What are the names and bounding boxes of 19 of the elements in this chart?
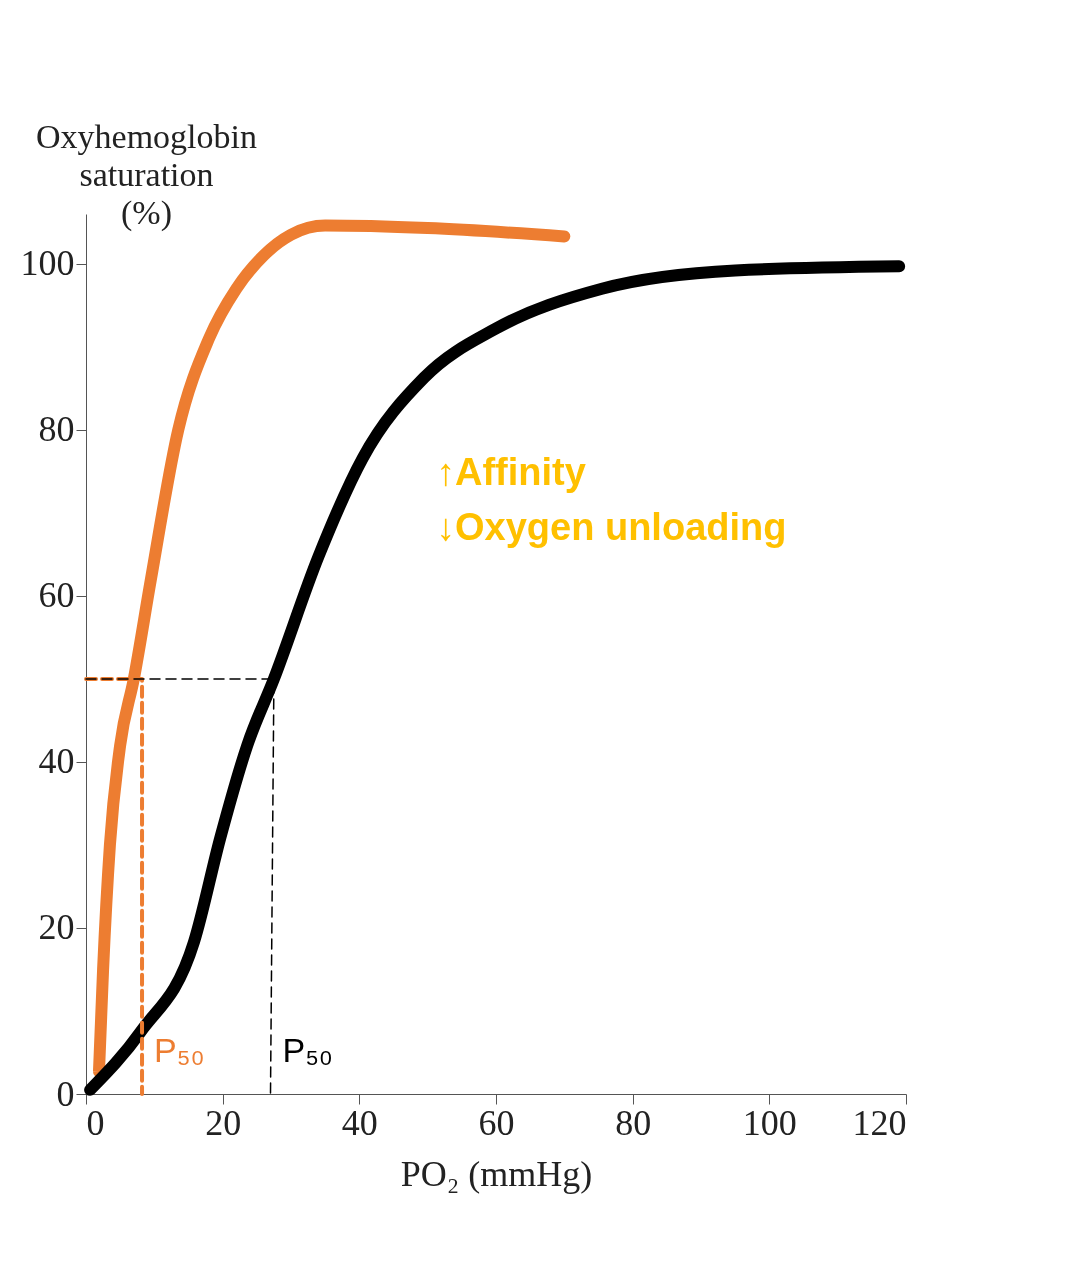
x-tick-label: 0	[86, 1102, 105, 1143]
x-tick-label: 80	[615, 1102, 652, 1143]
x-tick-label: 100	[742, 1102, 797, 1143]
y-tick-label: 40	[38, 741, 75, 782]
y-tick-label: 20	[38, 907, 75, 948]
x-tick-label: 120	[852, 1102, 907, 1143]
y-tick-label: 80	[38, 409, 75, 450]
annotation: ↑Affinity	[436, 451, 586, 493]
x-tick-label: 20	[205, 1102, 242, 1143]
y-tick-label: 0	[56, 1073, 75, 1114]
y-axis-title: Oxyhemoglobin saturation (%)	[36, 117, 257, 232]
x-tick-label: 60	[478, 1102, 515, 1143]
x-axis-title: PO₂ (mmHg)	[400, 1153, 593, 1194]
y-tick-label: 60	[38, 575, 75, 616]
annotation: P₅₀	[282, 1031, 333, 1070]
annotation: ↓Oxygen unloading	[436, 506, 787, 548]
x-tick-label: 40	[341, 1102, 378, 1143]
y-tick-label: 100	[20, 243, 75, 284]
annotation: P₅₀	[154, 1031, 205, 1070]
